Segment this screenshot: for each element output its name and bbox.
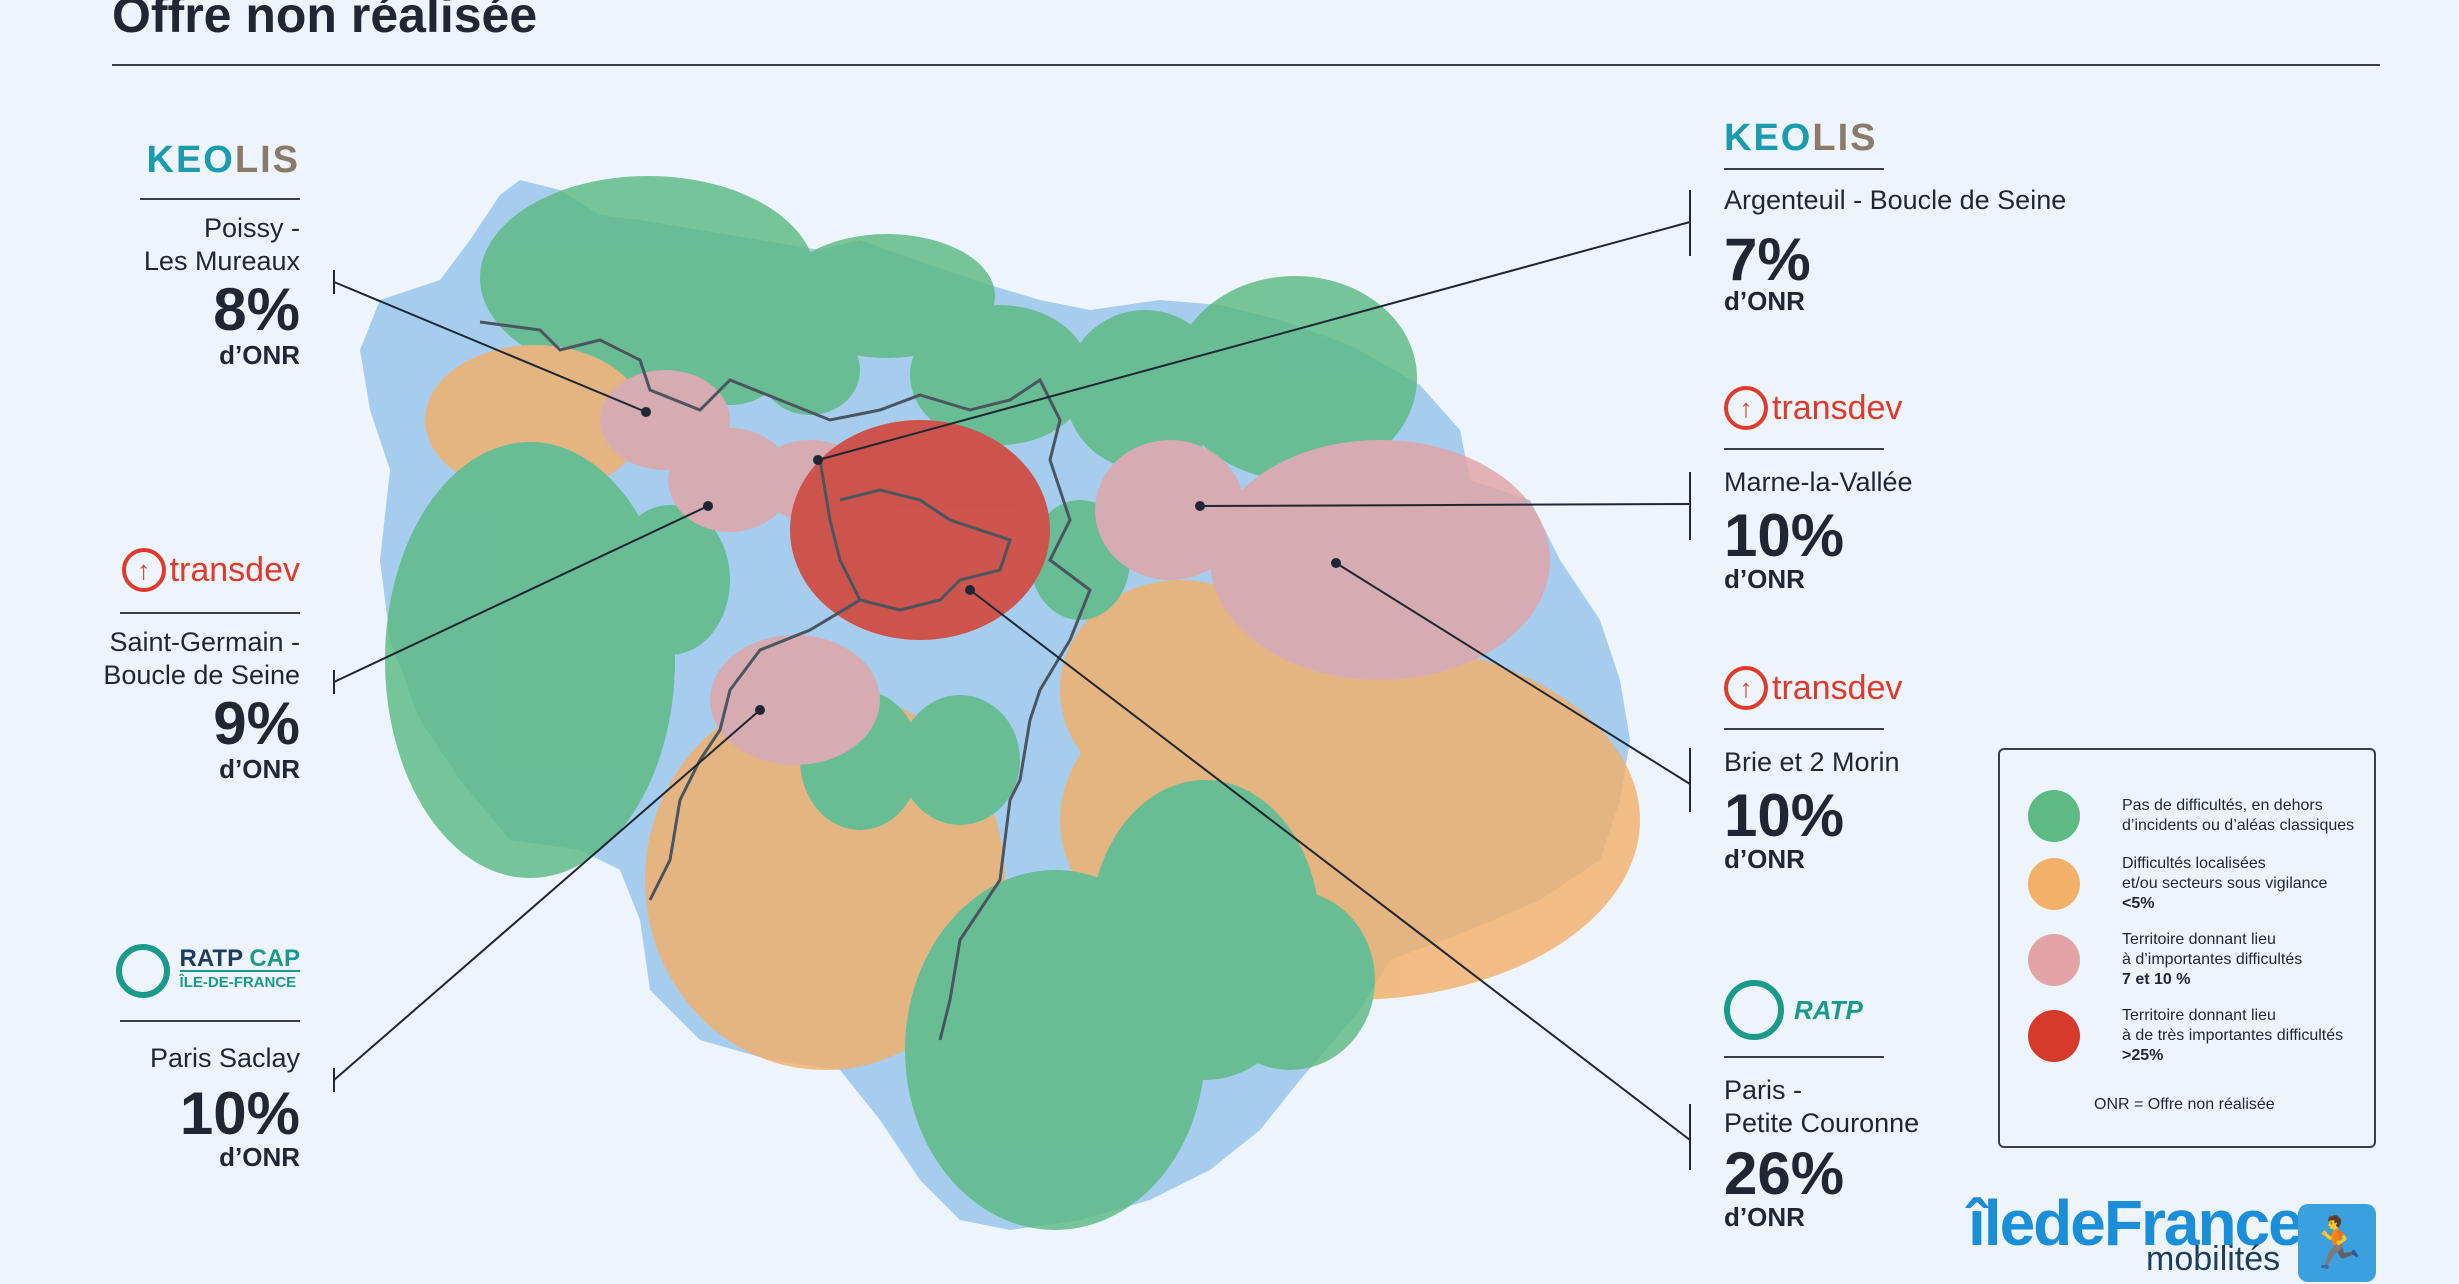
operator-rule: [1724, 168, 1884, 170]
operator-rule: [1724, 728, 1884, 730]
operator-percent: 9%: [213, 690, 300, 757]
operator-rule: [1724, 1056, 1884, 1058]
ratp-cap-logo: RATP CAP ÎLE-DE-FRANCE: [115, 944, 300, 998]
operator-ratpcap-paris-saclay: RATP CAP ÎLE-DE-FRANCE Paris Saclay 10% …: [60, 944, 300, 1184]
operator-rule: [1724, 448, 1884, 450]
zone-saclay-pink: [710, 635, 880, 765]
operator-onr: d’ONR: [219, 1142, 300, 1172]
operator-transdev-marne-la-vallee: ↑ transdev Marne-la-Vallée 10% d’ONR: [1724, 386, 2144, 596]
zone-east-orange: [1060, 580, 1300, 800]
connector-lines: [333, 190, 1691, 1170]
department-borders: [479, 320, 1092, 1041]
operator-name: Paris - Petite Couronne: [1724, 1075, 1920, 1138]
operator-transdev-brie: ↑ transdev Brie et 2 Morin 10% d’ONR: [1724, 666, 2144, 876]
operator-percent: 10%: [1724, 502, 1845, 569]
zone-center-green-2: [760, 325, 860, 415]
runner-icon: 🏃: [2298, 1204, 2376, 1282]
transdev-logo: ↑ transdev: [1724, 386, 1902, 430]
ratp-circle-icon: [115, 944, 170, 998]
zone-center-green-3: [610, 505, 730, 655]
brand-word1: îledeFrance: [1968, 1187, 2304, 1259]
operator-onr: d’ONR: [1724, 564, 1805, 594]
legend-note: ONR = Offre non réalisée: [2094, 1096, 2275, 1113]
operator-percent: 10%: [1724, 782, 1845, 849]
zone-north-mid-green: [910, 305, 1090, 445]
idfm-logo: îledeFrance mobilités 🏃: [1968, 1187, 2378, 1284]
operator-rule: [140, 198, 300, 200]
legend-dot-orange: [2028, 858, 2080, 910]
zone-south-green-3: [1205, 890, 1375, 1070]
zone-brie-pink: [1210, 440, 1550, 680]
transdev-logo: ↑ transdev: [121, 548, 300, 592]
operator-percent: 8%: [213, 276, 300, 343]
operator-percent: 10%: [179, 1080, 300, 1147]
operator-name: Saint-Germain - Boucle de Seine: [103, 627, 300, 690]
operator-onr: d’ONR: [1724, 1202, 1805, 1232]
transdev-runner-icon: ↑: [1724, 386, 1768, 430]
operator-onr: d’ONR: [1724, 286, 1805, 316]
legend-dot-green: [2028, 790, 2080, 842]
page-title: Offre non réalisée: [112, 0, 538, 43]
legend-dot-pink: [2028, 934, 2080, 986]
operator-percent: 7%: [1724, 226, 1811, 293]
operator-name: Argenteuil - Boucle de Seine: [1724, 185, 2067, 215]
transdev-runner-icon: ↑: [1724, 666, 1768, 710]
operator-keolis-argenteuil: KEOLIS Argenteuil - Boucle de Seine 7% d…: [1724, 118, 2144, 318]
zone-marne-pink: [1095, 440, 1245, 580]
ratp-circle-icon: [1724, 980, 1784, 1040]
operator-rule: [120, 1020, 300, 1022]
zone-paris-red: [790, 420, 1050, 640]
legend-item-pink: Territoire donnant lieu à d’importantes …: [2028, 930, 2302, 990]
operator-transdev-saint-germain: ↑ transdev Saint-Germain - Boucle de Sei…: [60, 548, 300, 788]
operator-onr: d’ONR: [1724, 844, 1805, 874]
operator-name: Poissy - Les Mureaux: [143, 213, 300, 276]
transdev-logo: ↑ transdev: [1724, 666, 1902, 710]
legend-item-green: Pas de difficultés, en dehors d’incident…: [2028, 790, 2354, 842]
zone-saint-germain-pink: [668, 428, 792, 532]
operator-name: Brie et 2 Morin: [1724, 747, 1900, 777]
zone-west-green: [385, 442, 675, 878]
legend-item-orange: Difficultés localisées et/ou secteurs so…: [2028, 854, 2327, 914]
operator-keolis-poissy: KEOLIS Poissy - Les Mureaux 8% d’ONR: [100, 140, 300, 380]
operator-percent: 26%: [1724, 1140, 1845, 1207]
operator-name: Marne-la-Vallée: [1724, 467, 1913, 497]
operator-onr: d’ONR: [219, 340, 300, 370]
zone-north-east-green-2: [1173, 276, 1417, 480]
connector-dots: [641, 407, 1341, 715]
operator-ratp-paris: RATP Paris - Petite Couronne 26% d’ONR: [1724, 980, 2144, 1232]
transdev-runner-icon: ↑: [121, 548, 166, 592]
zone-center-green-1: [670, 295, 790, 405]
zone-center-green-5: [900, 695, 1020, 825]
keolis-logo: KEOLIS: [146, 139, 300, 181]
operator-name: Paris Saclay: [149, 1043, 300, 1073]
legend-item-red: Territoire donnant lieu à de très import…: [2028, 1006, 2343, 1066]
legend-dot-red: [2028, 1010, 2080, 1062]
operator-onr: d’ONR: [219, 754, 300, 784]
legend: Pas de difficultés, en dehors d’incident…: [1998, 748, 2376, 1148]
title-rule: [112, 64, 2380, 66]
operator-rule: [120, 612, 300, 614]
ratp-logo: RATP: [1724, 980, 1863, 1040]
brand-word2: mobilités: [2146, 1240, 2281, 1278]
keolis-logo: KEOLIS: [1724, 117, 1878, 159]
